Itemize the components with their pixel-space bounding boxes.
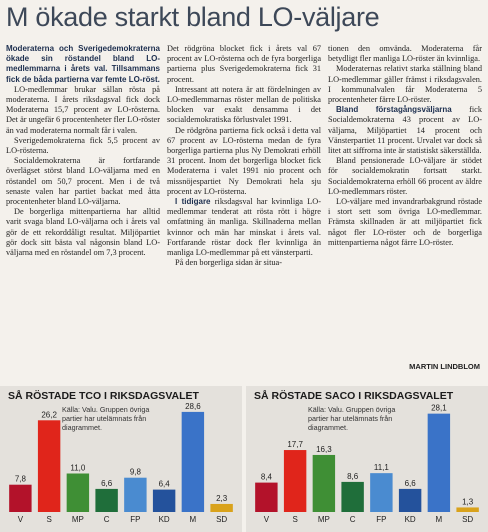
body-text: Det rödgröna blocket fick i årets val 67… [167,44,321,84]
category-label: C [104,515,110,524]
paragraph: Moderaterna och Sverigedemokraterna ökad… [6,44,160,85]
bar [95,488,118,512]
body-text: Sverigedemokraterna fick 5,5 procent av … [6,135,160,156]
paragraph: Intressant att notera är att fördelninge… [167,85,321,126]
bar [427,413,451,512]
bar [341,481,364,512]
lead: Moderaterna och Sverigedemokraterna ökad… [6,44,160,84]
chart: SÅ RÖSTADE SACO I RIKSDAGSVALET Källa: Va… [246,386,488,532]
value-label: 26,2 [41,410,57,419]
body-text: fick Socialdemokraterna 43 procent av LO… [328,105,482,156]
category-label: MP [318,515,330,524]
value-label: 9,8 [130,468,142,477]
category-label: C [350,515,356,524]
bar [66,473,90,512]
paragraph: tionen den omvända. Moderaterna får bety… [328,44,482,64]
body-text: Bland pensionerade LO-väljare är stödet … [328,156,482,196]
category-label: KD [159,515,170,524]
body-text: LO-väljare med invandrarbakgrund röstade… [328,197,482,247]
value-label: 2,3 [216,494,228,503]
bar [370,473,393,512]
category-label: M [436,515,443,524]
paragraph: Moderaternas relativt starka ställning b… [328,64,482,105]
paragraph: De rödgröna partierna fick också i detta… [167,126,321,197]
bar [283,450,307,512]
category-label: MP [72,515,84,524]
paragraph: LO-medlemmar brukar sällan rösta på mode… [6,85,160,136]
paragraph: Bland förstagångsväljarna fick Socialdem… [328,105,482,156]
chart: SÅ RÖSTADE TCO I RIKSDAGSVALET Källa: Val… [0,386,242,532]
value-label: 28,1 [431,404,447,413]
category-label: V [18,515,24,524]
text-column: Moderaterna och Sverigedemokraterna ökad… [6,44,160,374]
category-label: FP [130,515,140,524]
category-label: S [292,515,297,524]
value-label: 6,4 [159,480,171,489]
bar [255,482,278,512]
chart-note: Källa: Valu. Gruppen övriga partier har u… [62,405,149,432]
value-label: 6,6 [405,479,417,488]
paragraph: I tidigare riksdagsval har kvinnliga LO-… [167,197,321,258]
value-label: 8,6 [347,472,359,481]
paragraph: Det rödgröna blocket fick i årets val 67… [167,44,321,85]
chart-title: SÅ RÖSTADE TCO I RIKSDAGSVALET [8,389,200,402]
bar [9,484,32,512]
body-text: Moderaternas relativt starka ställning b… [328,64,482,105]
headline: M ökade starkt bland LO-väljare [6,2,380,32]
bar [37,420,61,512]
category-label: V [264,515,270,524]
bar [398,488,422,512]
body-text: Socialdemokraterna är fortfarande överlä… [6,156,160,207]
category-label: FP [376,515,386,524]
value-label: 16,3 [316,445,332,454]
value-label: 8,4 [261,473,273,482]
lead: I tidigare [175,197,211,207]
category-label: SD [216,515,227,524]
text-column: Det rödgröna blocket fick i årets val 67… [167,44,321,374]
category-label: M [190,515,197,524]
bar [312,454,336,512]
value-label: 11,0 [70,464,86,473]
category-label: SD [462,515,473,524]
text-column: tionen den omvända. Moderaterna får bety… [328,44,482,374]
chart-title: SÅ RÖSTADE SACO I RIKSDAGSVALET [254,389,454,402]
chart-note: Källa: Valu. Gruppen övriga partier har u… [308,405,395,432]
category-label: KD [405,515,416,524]
value-label: 1,3 [462,497,474,506]
category-label: S [46,515,51,524]
value-label: 17,7 [287,440,303,449]
value-label: 7,8 [15,475,27,484]
bar [152,489,176,512]
bar [181,411,205,512]
bar [124,477,147,512]
lead: Bland förstagångsväljarna [336,105,452,115]
paragraph: LO-väljare med invandrarbakgrund röstade… [328,197,482,248]
bar [210,503,233,512]
bar [456,507,479,512]
body-text: riksdagsval har kvinnliga LO-medlemmar t… [167,197,321,258]
paragraph: De borgerliga mittenpartierna har alltid… [6,207,160,258]
paragraph: Bland pensionerade LO-väljare är stödet … [328,156,482,197]
byline: MARTIN LINDBLOM [409,362,480,371]
paragraph: Sverigedemokraterna fick 5,5 procent av … [6,136,160,156]
body-text: De borgerliga mittenpartierna har alltid… [6,207,160,258]
body-text: De rödgröna partierna fick också i detta… [167,125,321,196]
body-text: LO-medlemmar brukar sällan rösta på mode… [6,84,160,135]
body-text: Intressant att notera är att fördelninge… [167,84,321,125]
body-text: tionen den omvända. Moderaterna får bety… [328,44,482,64]
value-label: 28,6 [185,402,201,411]
body-text: På den borgerliga sidan är situa- [175,258,282,268]
paragraph: Socialdemokraterna är fortfarande överlä… [6,156,160,207]
value-label: 11,1 [374,463,390,472]
paragraph: På den borgerliga sidan är situa- [167,258,321,268]
value-label: 6,6 [101,479,113,488]
